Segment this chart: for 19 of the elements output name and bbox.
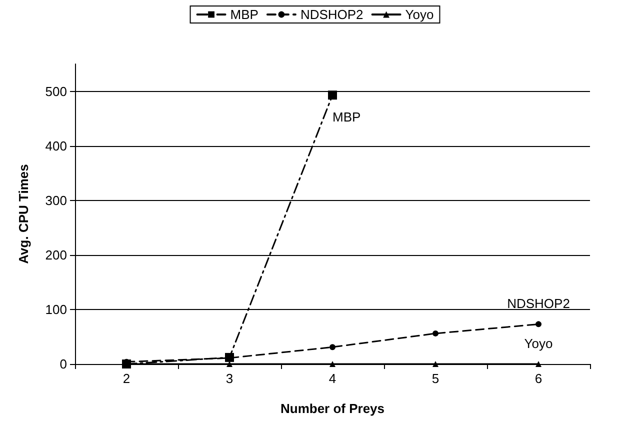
x-tick-label: 3 bbox=[226, 371, 234, 386]
text: Yoyo bbox=[524, 336, 553, 351]
y-tick-label: 0 bbox=[60, 356, 67, 372]
y-tick-label: 400 bbox=[45, 138, 67, 154]
legend-label: NDSHOP2 bbox=[300, 7, 364, 22]
y-tick-label: 200 bbox=[45, 247, 67, 262]
x-tick-label: 6 bbox=[534, 371, 542, 386]
y-tick-label: 500 bbox=[45, 84, 67, 99]
y-axis-title: Avg. CPU Times bbox=[16, 164, 31, 264]
text: MBP bbox=[332, 110, 361, 125]
y-tick-label: 100 bbox=[45, 302, 67, 317]
x-tick-label: 2 bbox=[122, 371, 130, 386]
x-tick-label: 4 bbox=[328, 371, 336, 386]
legend-label: Yoyo bbox=[405, 7, 434, 22]
legend-label: MBP bbox=[230, 7, 258, 22]
y-tick-label: 300 bbox=[45, 192, 67, 208]
x-tick-label: 5 bbox=[432, 371, 440, 386]
text: NDSHOP2 bbox=[507, 296, 570, 312]
x-axis-title: Number of Preys bbox=[280, 401, 385, 416]
